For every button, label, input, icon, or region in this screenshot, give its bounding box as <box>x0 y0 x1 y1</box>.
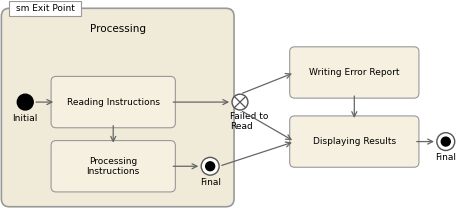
Circle shape <box>201 157 219 175</box>
Text: Processing: Processing <box>90 24 146 34</box>
Circle shape <box>437 133 455 150</box>
Circle shape <box>232 94 248 110</box>
Text: Processing
Instructions: Processing Instructions <box>87 157 140 176</box>
Text: Failed to
Read: Failed to Read <box>230 112 268 131</box>
Circle shape <box>441 137 450 146</box>
FancyBboxPatch shape <box>51 141 175 192</box>
FancyBboxPatch shape <box>290 47 419 98</box>
Circle shape <box>17 94 33 110</box>
Text: Initial: Initial <box>12 114 38 123</box>
FancyBboxPatch shape <box>290 116 419 167</box>
Text: sm Exit Point: sm Exit Point <box>16 4 74 13</box>
Polygon shape <box>9 1 81 16</box>
FancyBboxPatch shape <box>51 77 175 128</box>
Text: Final: Final <box>435 153 456 162</box>
Text: Reading Instructions: Reading Instructions <box>67 98 160 107</box>
Text: Writing Error Report: Writing Error Report <box>309 68 400 77</box>
Text: Displaying Results: Displaying Results <box>313 137 396 146</box>
Text: Final: Final <box>200 178 221 187</box>
Circle shape <box>206 162 215 171</box>
FancyBboxPatch shape <box>1 8 234 207</box>
